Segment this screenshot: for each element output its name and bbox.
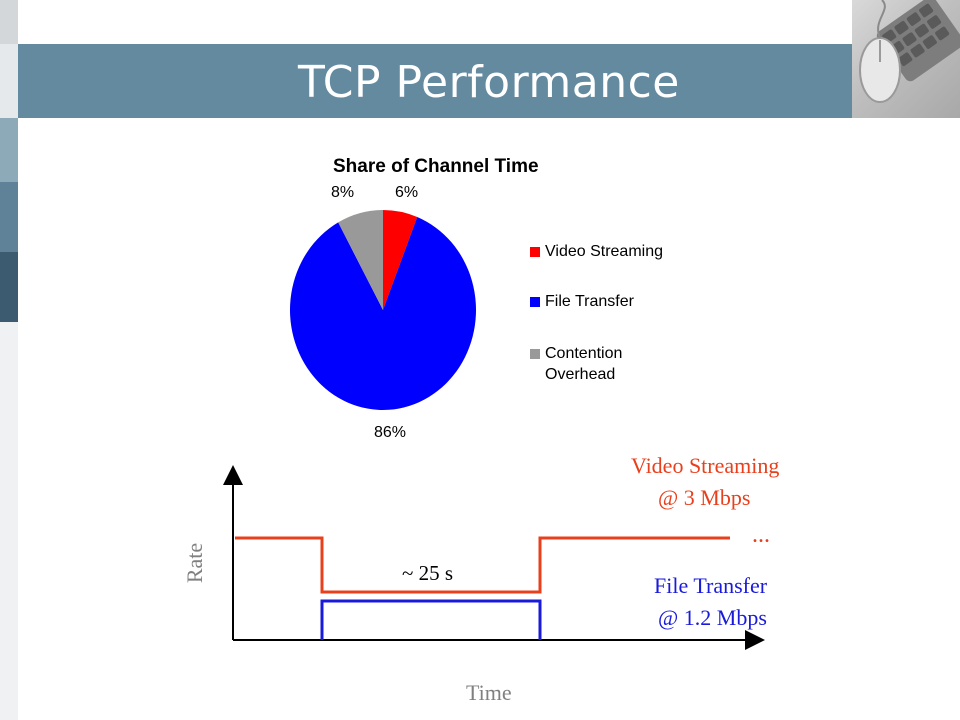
- pie-slice-video-streaming: [383, 210, 418, 310]
- chart-title: Share of Channel Time: [333, 156, 539, 177]
- pie-label-overhead: 8%: [331, 184, 355, 201]
- continuation-ellipsis: ...: [752, 522, 770, 548]
- mouse-keyboard-photo: [852, 0, 960, 118]
- mouse-icon: [859, 0, 960, 103]
- legend-swatch-file: [530, 297, 540, 307]
- legend-swatch-video: [530, 247, 540, 257]
- duration-label: ~ 25 s: [402, 561, 454, 585]
- legend-swatch-overhead: [530, 349, 540, 359]
- legend-overhead: Overhead: [545, 366, 616, 383]
- legend-video-streaming: Video Streaming: [545, 243, 663, 260]
- decor-stripe-3: [0, 118, 18, 182]
- decor-stripe-6: [0, 322, 18, 720]
- time-axis-label: Time: [466, 680, 512, 705]
- legend-contention: Contention: [545, 345, 623, 362]
- file-rate-value: @ 1.2 Mbps: [658, 605, 767, 630]
- file-transfer-label: File Transfer: [654, 573, 768, 598]
- decor-stripe-1: [0, 0, 18, 44]
- rate-axis-label: Rate: [182, 542, 207, 584]
- pie-slice-file-transfer: [290, 217, 476, 410]
- pie-chart: [290, 210, 476, 410]
- legend-file-transfer: File Transfer: [545, 293, 634, 310]
- title-banner: [18, 44, 852, 118]
- decor-stripe-5: [0, 252, 18, 322]
- decor-stripe-4: [0, 182, 18, 252]
- pie-label-file: 86%: [374, 424, 407, 441]
- video-rate-value: @ 3 Mbps: [658, 485, 751, 510]
- slide-title: TCP Performance: [298, 57, 680, 108]
- video-streaming-label: Video Streaming: [631, 453, 780, 478]
- file-rate-line: [320, 599, 542, 640]
- pie-slice-contention-overhead: [338, 210, 383, 310]
- video-rate-line: [235, 536, 730, 594]
- pie-label-video: 6%: [395, 184, 419, 201]
- decor-stripe-2: [0, 44, 18, 118]
